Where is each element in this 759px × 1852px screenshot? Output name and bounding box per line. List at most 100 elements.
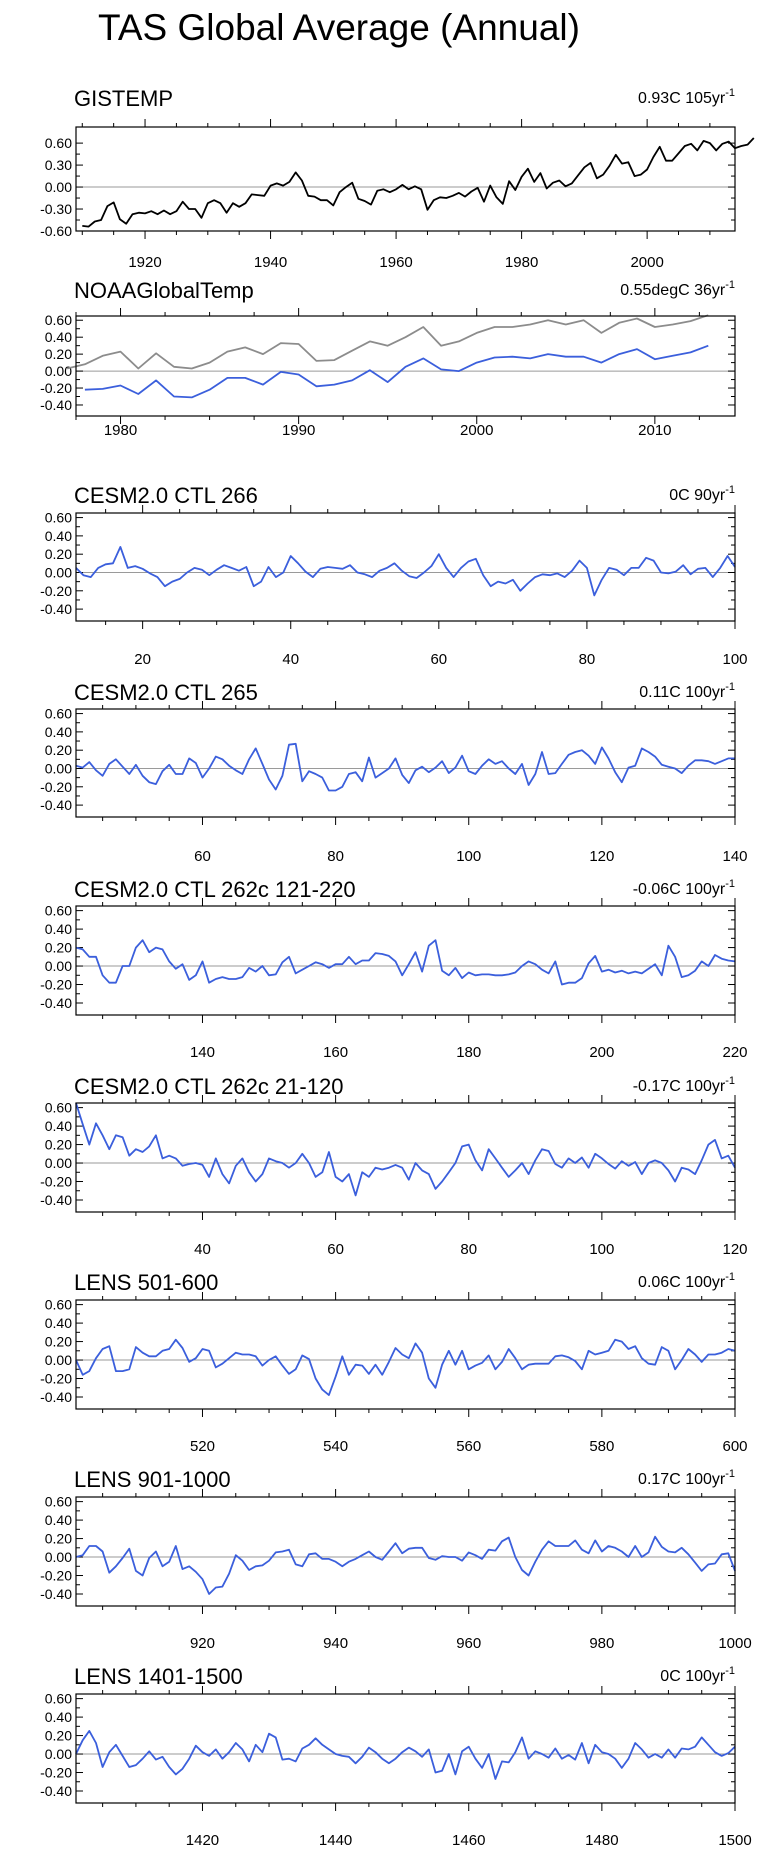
ytick-label: 0.00 [45,760,72,776]
xtick-label: 960 [456,1635,481,1652]
ytick-label: 0.60 [45,706,72,722]
ytick-label: 0.40 [45,1315,72,1331]
xtick-label: 20 [134,651,151,668]
xtick-label: 140 [722,848,747,865]
trend-label: 0C 90yr-1 [669,484,735,504]
trend-value: 0.93C 105yr [638,90,726,107]
series-line [66,314,709,370]
series-line [75,1338,736,1396]
xtick-label: 600 [722,1438,747,1455]
trend-label: 0.93C 105yr-1 [638,87,735,107]
xtick-label: 220 [722,1044,747,1061]
xtick-label: 1980 [104,422,137,439]
ytick-label: 0.00 [45,564,72,580]
ytick-label: 0.40 [45,329,72,345]
ytick-label: 0.20 [45,546,72,562]
xtick-label: 980 [589,1635,614,1652]
trend-label: 0C 100yr-1 [660,1665,735,1685]
trend-exponent: -1 [725,1665,735,1677]
chart-panel-8: LENS 901-1000 0.17C 100yr-1 -0.40 -0.20 0.00… [40,1467,752,1652]
xtick-label: 1440 [319,1832,352,1849]
trend-exponent: -1 [725,484,735,496]
ytick-label: 0.60 [45,312,72,328]
panel-title: CESM2.0 CTL 262c 21-120 [74,1074,343,1099]
xtick-label: 100 [456,848,481,865]
xtick-label: 1940 [254,254,287,271]
ytick-label: 0.60 [45,903,72,919]
trend-exponent: -1 [725,1075,735,1087]
xtick-label: 40 [194,1241,211,1258]
ytick-label: 0.20 [45,346,72,362]
ytick-label: -0.20 [40,1174,72,1190]
ytick-label: 0.20 [45,940,72,956]
xtick-label: 580 [589,1438,614,1455]
ytick-label: 0.60 [45,1100,72,1116]
panel-title: LENS 1401-1500 [74,1664,243,1689]
trend-label: 0.06C 100yr-1 [638,1271,735,1291]
panel-title: LENS 501-600 [74,1270,218,1295]
ytick-label: -0.20 [40,977,72,993]
series-line [82,137,755,228]
panel-title: CESM2.0 CTL 262c 121-220 [74,877,356,902]
trend-exponent: -1 [725,1468,735,1480]
ytick-label: 0.30 [45,157,72,173]
xtick-label: 60 [327,1241,344,1258]
ytick-label: 0.00 [45,179,72,195]
trend-value: 0.06C 100yr [638,1274,726,1291]
xtick-label: 520 [190,1438,215,1455]
ytick-label: 0.60 [45,510,72,526]
chart-panel-1: GISTEMP 0.93C 105yr-1 -0.60 -0.30 0.00 0.30 0.… [40,86,755,271]
plot-frame [75,1102,736,1213]
ytick-label: -0.20 [40,583,72,599]
panel-title: CESM2.0 CTL 265 [74,680,258,705]
ytick-label: -0.30 [40,201,72,217]
ytick-label: 0.60 [45,1297,72,1313]
ytick-label: 0.40 [45,1118,72,1134]
xtick-label: 1420 [186,1832,219,1849]
trend-value: -0.17C 100yr [633,1078,726,1095]
panels: GISTEMP 0.93C 105yr-1-0.60-0.300.000.300.… [40,86,755,1849]
plot-frame [75,1496,736,1607]
chart-panel-9: LENS 1401-1500 0C 100yr-1 -0.40 -0.20 0.00 0.… [40,1664,752,1849]
xtick-label: 1460 [452,1832,485,1849]
xtick-label: 60 [194,848,211,865]
ytick-label: 0.60 [45,135,72,151]
ytick-label: 0.00 [45,1352,72,1368]
trend-value: 0.11C 100yr [639,684,726,701]
trend-exponent: -1 [725,87,735,99]
xtick-label: 1480 [585,1832,618,1849]
plot-frame [75,905,736,1016]
ytick-label: -0.60 [40,223,72,239]
ytick-label: 0.00 [45,363,72,379]
xtick-label: 60 [430,651,447,668]
main-title: TAS Global Average (Annual) [98,7,580,48]
trend-value: -0.06C 100yr [633,881,726,898]
plot-frame [75,708,736,818]
xtick-label: 1960 [379,254,412,271]
xtick-label: 1990 [282,422,315,439]
xtick-label: 120 [722,1241,747,1258]
xtick-label: 2010 [638,422,671,439]
ytick-label: -0.20 [40,380,72,396]
series-line [75,546,736,597]
chart-panel-7: LENS 501-600 0.06C 100yr-1 -0.40 -0.20 0.00 0… [40,1270,747,1455]
ytick-label: -0.40 [40,995,72,1011]
ytick-label: 0.00 [45,958,72,974]
ytick-label: -0.20 [40,1568,72,1584]
trend-label: -0.17C 100yr-1 [633,1075,735,1095]
ytick-label: 0.40 [45,1709,72,1725]
series-line [75,1102,736,1197]
xtick-label: 940 [323,1635,348,1652]
xtick-label: 1500 [718,1832,751,1849]
chart-panel-5: CESM2.0 CTL 262c 121-220 -0.06C 100yr-1-0… [40,877,747,1061]
ytick-label: 0.20 [45,1137,72,1153]
xtick-label: 1920 [128,254,161,271]
ytick-label: -0.40 [40,601,72,617]
ytick-label: 0.60 [45,1494,72,1510]
plot-frame [75,315,736,417]
ytick-label: 0.20 [45,742,72,758]
ytick-label: 0.00 [45,1549,72,1565]
ytick-label: -0.40 [40,1389,72,1405]
trend-exponent: -1 [725,681,735,693]
xtick-label: 140 [190,1044,215,1061]
